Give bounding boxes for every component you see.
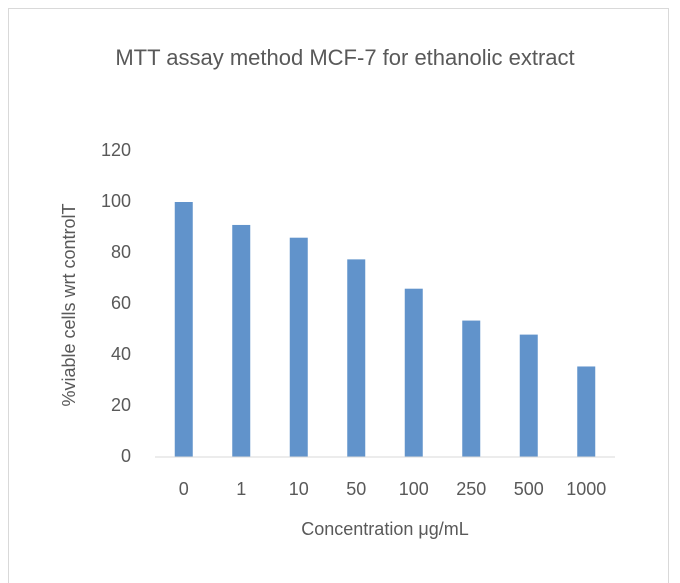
x-tick-label: 0 bbox=[179, 479, 189, 499]
chart-title: MTT assay method MCF-7 for ethanolic ext… bbox=[115, 45, 575, 70]
x-tick-label: 1000 bbox=[566, 479, 606, 499]
x-tick-label: 100 bbox=[399, 479, 429, 499]
x-tick-label: 500 bbox=[514, 479, 544, 499]
x-tick-label: 10 bbox=[289, 479, 309, 499]
y-tick-label: 100 bbox=[101, 191, 131, 211]
bar bbox=[519, 334, 538, 457]
bar bbox=[404, 288, 423, 457]
x-axis-label: Concentration μg/mL bbox=[301, 519, 468, 539]
bar bbox=[462, 320, 481, 457]
bar bbox=[174, 202, 193, 457]
bar bbox=[289, 237, 308, 457]
chart-border bbox=[8, 8, 669, 583]
y-tick-label: 0 bbox=[121, 446, 131, 466]
bar bbox=[577, 366, 596, 457]
x-tick-label: 250 bbox=[456, 479, 486, 499]
bar bbox=[347, 259, 366, 457]
x-tick-label: 50 bbox=[346, 479, 366, 499]
bar bbox=[232, 224, 251, 457]
y-tick-label: 40 bbox=[111, 344, 131, 364]
x-tick-label: 1 bbox=[236, 479, 246, 499]
y-axis-label: %viable cells wrt controlT bbox=[59, 203, 79, 406]
y-tick-label: 60 bbox=[111, 293, 131, 313]
y-tick-label: 120 bbox=[101, 140, 131, 160]
y-tick-label: 20 bbox=[111, 395, 131, 415]
y-tick-label: 80 bbox=[111, 242, 131, 262]
